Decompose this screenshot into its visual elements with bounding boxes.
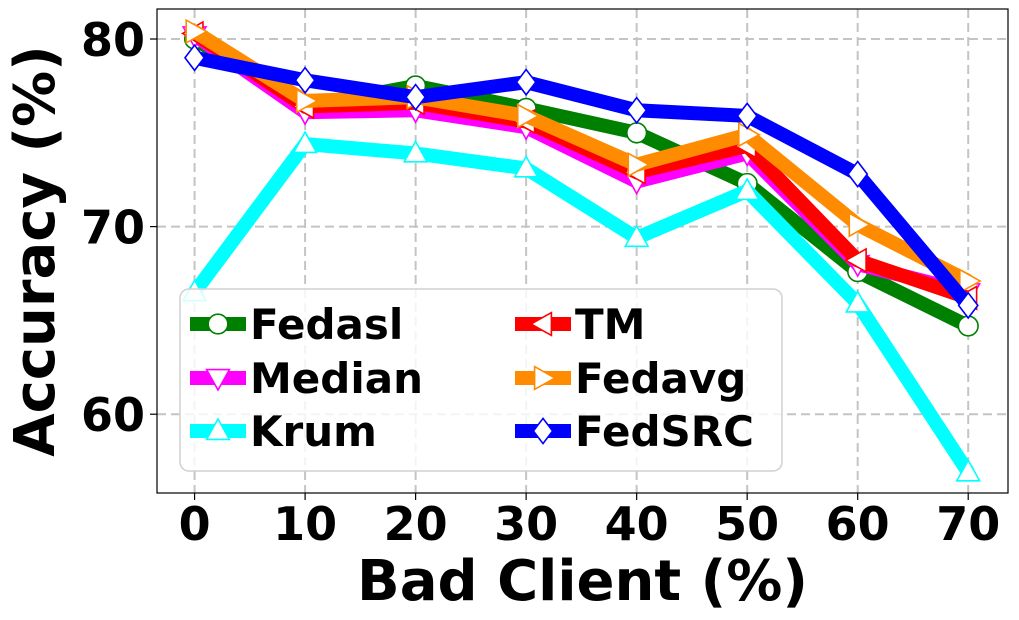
y-tick-label: 80 (81, 13, 145, 67)
data-point (626, 96, 648, 125)
axis-ticks: 0 10 20 30 40 50 60 70 60 70 80 (81, 13, 1000, 551)
legend-marker (529, 311, 553, 337)
data-point (513, 154, 539, 178)
data-point (847, 160, 869, 189)
data-point (959, 268, 982, 294)
legend-label: TM (575, 300, 645, 349)
x-axis-label: Bad Client (%) (357, 549, 808, 614)
series-line (188, 136, 975, 477)
data-point (626, 122, 648, 144)
series-line (193, 50, 974, 310)
legend-item-krum: Krum (190, 407, 377, 456)
legend-label: Krum (250, 407, 377, 456)
data-point (405, 83, 427, 112)
x-tick-label: 60 (826, 497, 890, 551)
legend-label: Fedasl (250, 300, 403, 349)
series-line (190, 25, 972, 288)
data-point (183, 43, 206, 72)
data-point (848, 211, 872, 238)
x-tick-label: 20 (384, 497, 448, 551)
series-krum (181, 130, 981, 482)
data-point (292, 130, 318, 154)
data-point (957, 291, 979, 320)
series-lines (180, 18, 982, 482)
data-point (402, 139, 429, 163)
series-fedsrc (183, 43, 979, 320)
legend-label: Fedavg (575, 354, 746, 403)
legend-label: Median (250, 354, 423, 403)
plot-frame (156, 8, 1009, 494)
legend-label: FedSRC (575, 407, 754, 456)
y-tick-label: 60 (81, 388, 145, 442)
legend-marker (533, 365, 557, 391)
legend-marker (207, 313, 229, 335)
x-tick-label: 10 (273, 497, 337, 551)
data-point (627, 151, 651, 178)
data-point (734, 177, 760, 201)
data-point (515, 68, 537, 97)
x-tick-label: 0 (179, 497, 211, 551)
data-point (737, 121, 761, 148)
legend-item-tm: TM (515, 300, 645, 349)
legend-box (179, 288, 783, 472)
data-point (185, 18, 209, 45)
data-point (844, 247, 867, 274)
legend-item-median: Median (190, 354, 423, 403)
data-point (623, 224, 650, 248)
x-tick-label: 50 (715, 497, 779, 551)
legend-item-fedasl: Fedasl (190, 300, 403, 349)
data-point (294, 66, 316, 95)
legend-marker (205, 417, 231, 441)
data-point (736, 102, 758, 130)
legend-item-fedsrc: FedSRC (515, 407, 754, 456)
data-point (844, 289, 871, 313)
legend-item-fedavg: Fedavg (515, 354, 746, 403)
legend-marker (532, 417, 554, 445)
y-tick-label: 70 (81, 201, 145, 255)
data-point (955, 458, 981, 482)
y-axis-label: Accuracy (%) (3, 45, 68, 457)
x-tick-label: 40 (605, 497, 669, 551)
x-tick-label: 30 (494, 497, 558, 551)
legend-marker (205, 368, 231, 392)
data-point (516, 103, 540, 129)
x-tick-label: 70 (936, 497, 1000, 551)
data-point (295, 88, 319, 114)
